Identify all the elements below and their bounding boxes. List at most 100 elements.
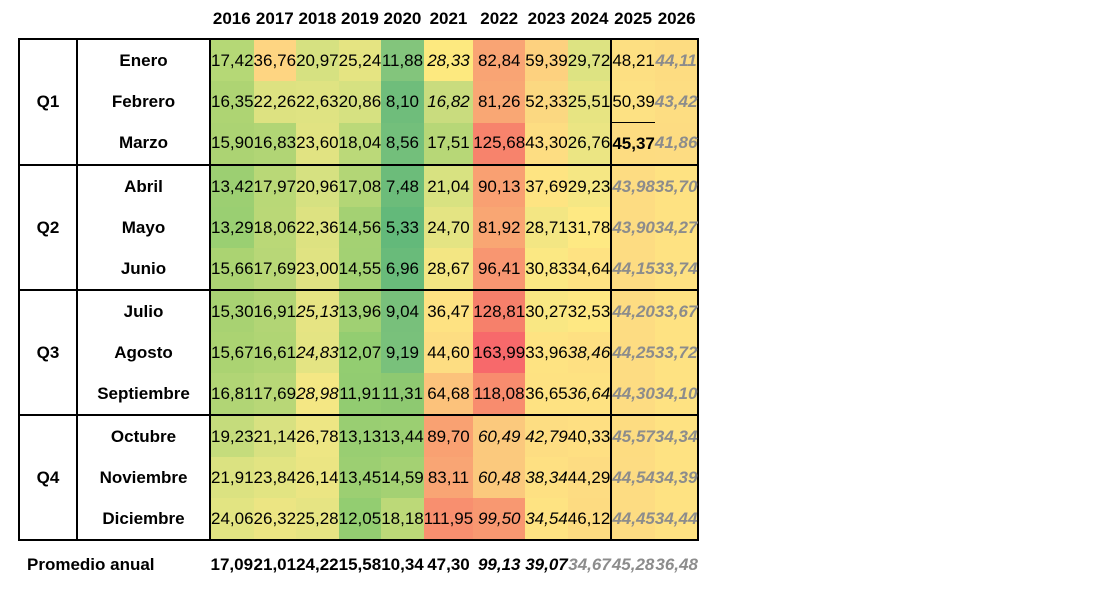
table-row: Diciembre 24,06 26,32 25,28 12,05 18,18 111,95… <box>19 498 700 541</box>
value-cell: 11,88 <box>381 38 424 81</box>
month-label: Julio <box>77 289 211 332</box>
annual-average-label: Promedio anual <box>27 555 155 574</box>
value-cell: 11,31 <box>381 373 424 416</box>
value-cell: 42,79 <box>525 414 568 457</box>
value-cell: 44,15 <box>611 248 655 291</box>
value-cell: 23,00 <box>296 248 339 291</box>
value-cell: 13,44 <box>381 414 424 457</box>
value-cell: 24,06 <box>210 498 254 541</box>
value-cell: 34,10 <box>654 373 700 416</box>
value-cell: 17,97 <box>253 164 297 207</box>
value-cell: 41,86 <box>654 122 700 166</box>
value-cell: 35,70 <box>654 164 700 207</box>
value-cell: 99,50 <box>473 498 526 541</box>
month-label: Febrero <box>77 81 211 123</box>
value-cell: 125,68 <box>473 122 526 166</box>
month-label: Enero <box>77 38 211 81</box>
value-cell: 12,05 <box>338 498 382 541</box>
value-cell: 26,76 <box>567 122 613 166</box>
value-cell: 28,98 <box>296 373 339 416</box>
value-cell: 23,84 <box>253 457 297 498</box>
value-cell: 37,69 <box>525 164 568 207</box>
value-cell: 26,14 <box>296 457 339 498</box>
value-cell: 44,11 <box>654 38 700 81</box>
value-cell: 43,30 <box>525 122 568 166</box>
value-cell: 28,33 <box>423 38 474 81</box>
value-cell: 44,54 <box>611 457 655 498</box>
value-cell: 45,37 <box>610 122 655 166</box>
annual-average-2017: 21,01 <box>253 555 297 574</box>
value-cell: 17,42 <box>210 38 254 81</box>
value-cell: 83,11 <box>423 457 474 498</box>
table-row: Q4 Octubre 19,23 21,14 26,78 13,13 13,44 89,70 6… <box>18 414 700 541</box>
annual-average-2016: 17,09 <box>210 555 254 574</box>
value-cell: 32,53 <box>567 289 613 332</box>
value-cell: 38,34 <box>525 457 568 498</box>
value-cell: 60,49 <box>473 414 526 457</box>
value-cell: 14,56 <box>338 207 382 248</box>
value-cell: 44,25 <box>611 332 655 373</box>
annual-average-2026: 36,48 <box>655 555 698 574</box>
value-cell: 9,04 <box>381 289 424 332</box>
value-cell: 163,99 <box>473 332 526 373</box>
value-cell: 81,92 <box>473 207 526 248</box>
value-cell: 90,13 <box>473 164 526 207</box>
value-cell: 26,78 <box>296 414 339 457</box>
value-cell: 46,12 <box>567 498 613 541</box>
value-cell: 5,33 <box>381 207 424 248</box>
value-cell: 6,96 <box>381 248 424 291</box>
value-cell: 20,86 <box>338 81 382 123</box>
table-row: Mayo 13,29 18,06 22,36 14,56 5,33 24,70 81,92 28… <box>19 207 700 248</box>
annual-average-2019: 15,58 <box>338 555 382 574</box>
value-cell: 12,07 <box>338 332 382 373</box>
value-cell: 22,26 <box>253 81 297 123</box>
value-cell: 36,64 <box>567 373 613 416</box>
value-cell: 30,83 <box>525 248 568 291</box>
value-cell: 20,97 <box>296 38 339 81</box>
value-cell: 17,69 <box>253 248 297 291</box>
value-cell: 31,78 <box>567 207 613 248</box>
value-cell: 45,57 <box>611 414 655 457</box>
quarter-label: Q4 <box>18 414 78 541</box>
annual-average-row: Promedio anual 17,09 21,01 24,22 15,58 10,34… <box>19 540 698 589</box>
month-label: Septiembre <box>77 373 211 416</box>
month-label: Diciembre <box>77 498 211 541</box>
value-cell: 19,23 <box>210 414 254 457</box>
value-cell: 33,67 <box>654 289 700 332</box>
value-cell: 8,10 <box>381 81 424 123</box>
value-cell: 34,27 <box>654 207 700 248</box>
year-header-2026: 2026 <box>657 9 696 28</box>
annual-average-2021: 47,30 <box>427 555 470 574</box>
table-row: Marzo 15,90 16,83 23,60 18,04 8,56 17,51 125,68… <box>19 122 700 166</box>
value-cell: 29,72 <box>567 38 613 81</box>
table-row: Septiembre 16,81 17,69 28,98 11,91 11,31 64,68… <box>19 373 700 416</box>
annual-average-2023: 39,07 <box>525 555 568 574</box>
value-cell: 15,67 <box>210 332 254 373</box>
quarter-label: Q3 <box>18 289 78 416</box>
value-cell: 44,60 <box>423 332 474 373</box>
value-cell: 13,45 <box>338 457 382 498</box>
value-cell: 7,48 <box>381 164 424 207</box>
table-row: Noviembre 21,91 23,84 26,14 13,45 14,59 83,11 6… <box>19 457 700 498</box>
value-cell: 13,42 <box>210 164 254 207</box>
table-row: Febrero 16,35 22,26 22,63 20,86 8,10 16,82 81,2… <box>19 81 700 123</box>
value-cell: 21,04 <box>423 164 474 207</box>
month-label: Agosto <box>77 332 211 373</box>
annual-average-2025: 45,28 <box>611 555 655 574</box>
month-label: Noviembre <box>77 457 211 498</box>
corner-blank <box>19 0 77 39</box>
year-header-2020: 2020 <box>383 9 422 28</box>
value-cell: 16,61 <box>253 332 297 373</box>
value-cell: 59,39 <box>525 38 568 81</box>
value-cell: 48,21 <box>611 38 655 81</box>
value-cell: 25,13 <box>296 289 339 332</box>
value-cell: 11,91 <box>338 373 382 416</box>
value-cell: 25,28 <box>296 498 339 541</box>
value-cell: 15,90 <box>210 122 254 166</box>
value-cell: 34,39 <box>654 457 700 498</box>
value-cell: 24,70 <box>423 207 474 248</box>
value-cell: 89,70 <box>423 414 474 457</box>
value-cell: 128,81 <box>473 289 526 332</box>
value-cell: 43,42 <box>654 81 700 123</box>
year-header-2016: 2016 <box>212 9 251 28</box>
